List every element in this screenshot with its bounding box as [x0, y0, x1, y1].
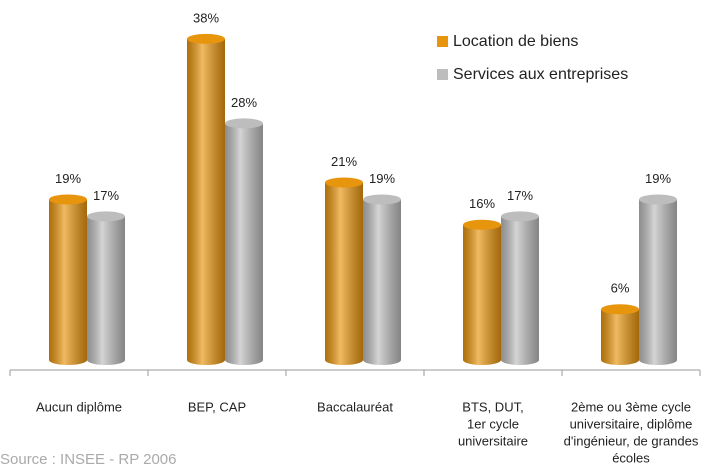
- bar-top: [325, 177, 363, 188]
- bar-body-shade: [49, 199, 87, 360]
- x-tick-label: BTS, DUT,: [462, 399, 523, 414]
- x-tick-label: universitaire, diplôme: [570, 416, 693, 431]
- bar: [463, 219, 501, 365]
- legend-label: Services aux entreprises: [453, 66, 628, 83]
- x-tick-label: BEP, CAP: [188, 399, 246, 414]
- bar: [501, 211, 539, 365]
- bar: [363, 194, 401, 365]
- value-label: 19%: [369, 171, 395, 186]
- bar-top: [601, 304, 639, 315]
- bar-body-shade: [639, 199, 677, 360]
- x-tick-label: 2ème ou 3ème cycle: [571, 399, 691, 414]
- x-tick-label: écoles: [612, 450, 650, 465]
- legend-label: Location de biens: [453, 33, 578, 50]
- bar-body-shade: [87, 216, 125, 360]
- source: Source : INSEE - RP 2006: [0, 451, 176, 468]
- bar-body-shade: [225, 123, 263, 361]
- bar: [325, 177, 363, 365]
- x-tick-label: d'ingénieur, de grandes: [564, 433, 699, 448]
- bar-top: [49, 194, 87, 205]
- x-tick-label: Aucun diplôme: [36, 399, 122, 414]
- x-tick-label: Baccalauréat: [317, 399, 393, 414]
- bar-body-shade: [325, 182, 363, 360]
- value-label: 6%: [611, 281, 630, 296]
- value-label: 28%: [231, 95, 257, 110]
- bar-top: [187, 33, 225, 44]
- bar: [87, 211, 125, 365]
- value-label: 16%: [469, 196, 495, 211]
- bar-body-shade: [463, 224, 501, 360]
- bar-body-shade: [601, 309, 639, 360]
- legend-swatch: [437, 36, 448, 47]
- bar-top: [225, 118, 263, 129]
- bar: [639, 194, 677, 365]
- bar-body-shade: [187, 38, 225, 361]
- bar-body-shade: [363, 199, 401, 360]
- bar-top: [639, 194, 677, 205]
- bar: [187, 33, 225, 365]
- value-label: 19%: [55, 171, 81, 186]
- bar: [225, 118, 263, 365]
- bar: [601, 304, 639, 365]
- value-label: 38%: [193, 10, 219, 25]
- bar: [49, 194, 87, 365]
- bar-top: [363, 194, 401, 205]
- bar-top: [463, 219, 501, 230]
- value-label: 19%: [645, 171, 671, 186]
- legend-swatch: [437, 69, 448, 80]
- value-label: 21%: [331, 154, 357, 169]
- bar-top: [501, 211, 539, 222]
- x-tick-label: universitaire: [458, 433, 528, 448]
- value-label: 17%: [507, 188, 533, 203]
- bar-body-shade: [501, 216, 539, 360]
- bar-top: [87, 211, 125, 222]
- x-tick-label: 1er cycle: [467, 416, 519, 431]
- value-label: 17%: [93, 188, 119, 203]
